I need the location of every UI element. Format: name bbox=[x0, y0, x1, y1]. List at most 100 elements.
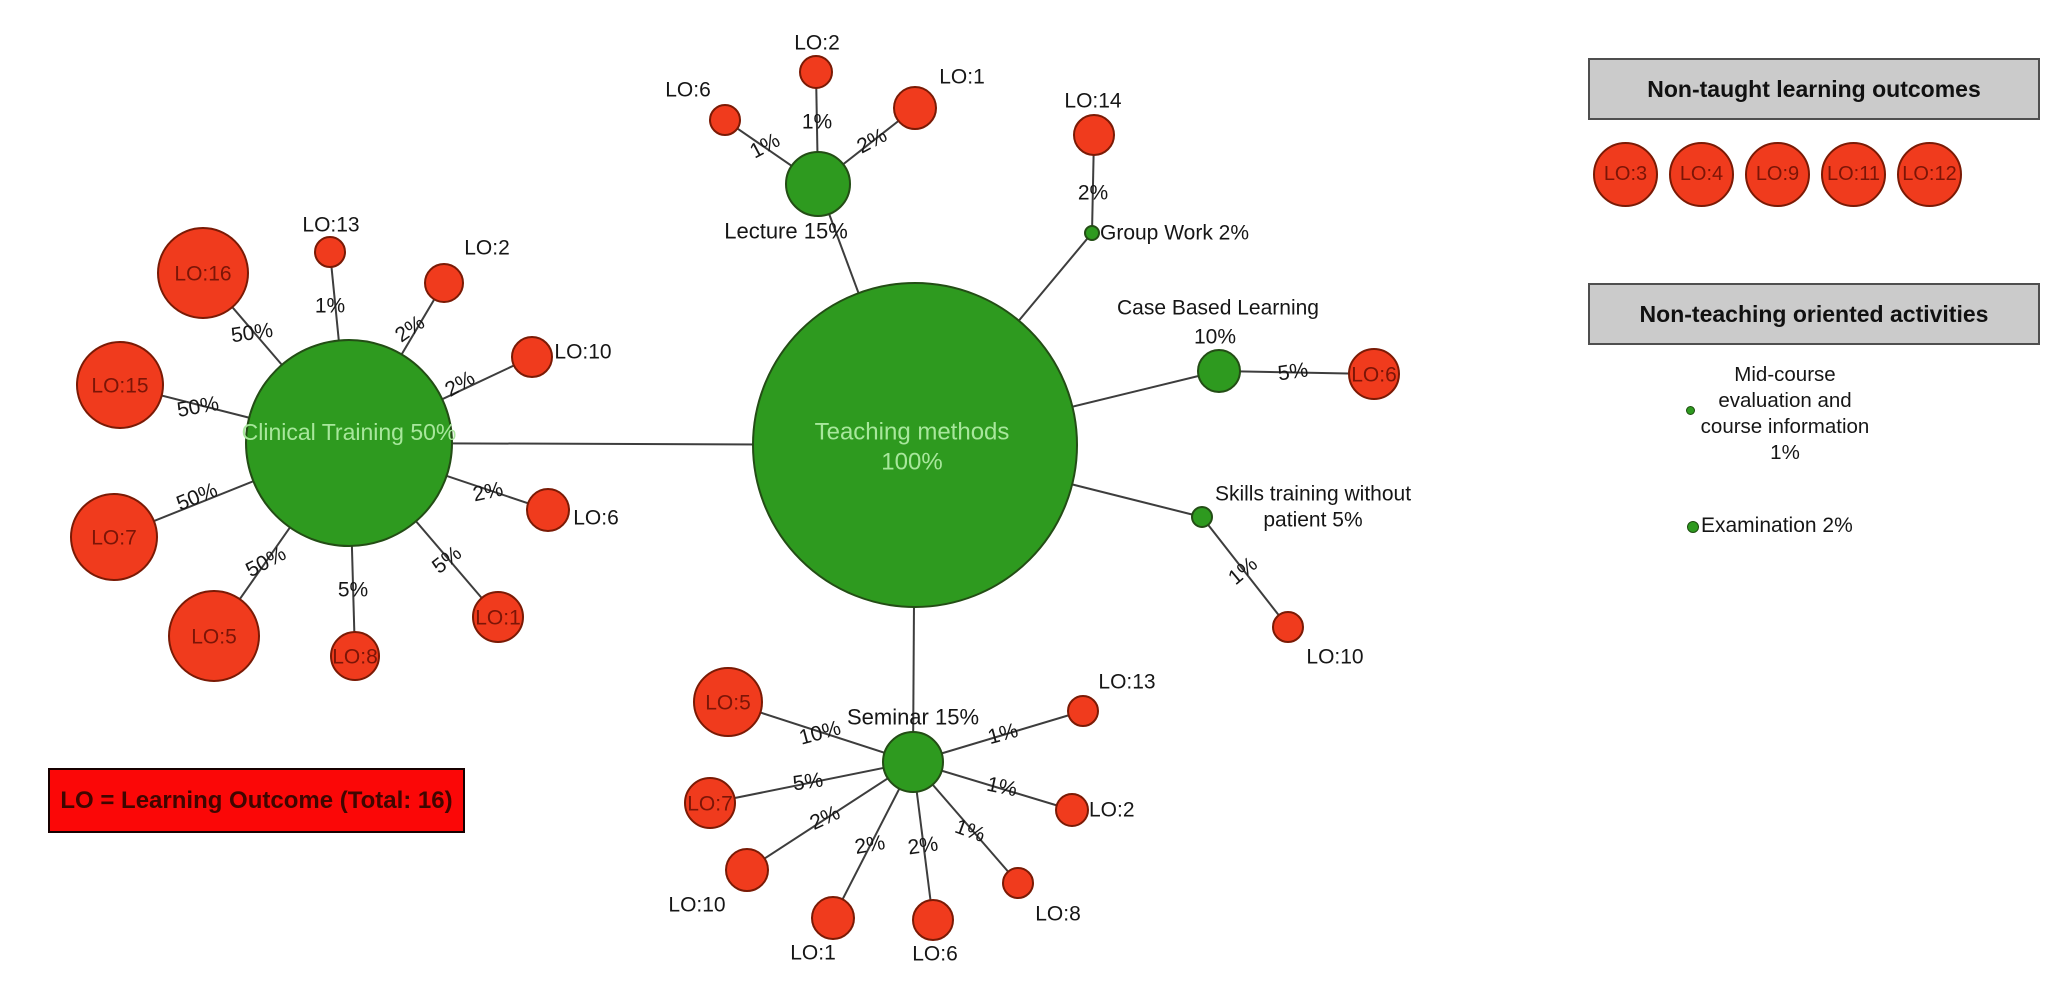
label-lo15-clinical: LO:15 bbox=[91, 375, 148, 398]
pct-lo13-clinical: 1% bbox=[315, 295, 345, 318]
node-lo14-groupwork bbox=[1073, 114, 1115, 156]
pct-lo10-seminar: 2% bbox=[806, 801, 843, 835]
node-lo13-clinical bbox=[314, 236, 346, 268]
label-lo7-clinical: LO:7 bbox=[91, 527, 137, 550]
node-lo6-lecture bbox=[709, 104, 741, 136]
label-lecture: Lecture 15% bbox=[724, 219, 848, 244]
pct-lo16-clinical: 50% bbox=[230, 319, 275, 348]
pct-lo6-case: 5% bbox=[1276, 358, 1309, 385]
label-lo1-seminar: LO:1 bbox=[790, 942, 836, 965]
mid-course-line-2: evaluation and bbox=[1718, 389, 1852, 412]
node-lo6-seminar bbox=[912, 899, 954, 941]
node-lo1-lecture bbox=[893, 86, 937, 130]
edge-seminar--lo10-seminar bbox=[746, 761, 914, 871]
label-lo2-clinical: LO:2 bbox=[464, 237, 510, 260]
label-lo8-clinical: LO:8 bbox=[332, 646, 378, 669]
label-case-based-line1: Case Based Learning bbox=[1117, 297, 1319, 320]
examination-dot-icon bbox=[1687, 521, 1699, 533]
label-skills-line2: patient 5% bbox=[1263, 509, 1362, 532]
label-lo10-clinical: LO:10 bbox=[554, 341, 611, 364]
examination-label: Examination 2% bbox=[1701, 514, 1853, 537]
node-lo2-seminar bbox=[1055, 793, 1089, 827]
pct-lo7-seminar: 5% bbox=[791, 768, 824, 795]
node-lo7-seminar bbox=[684, 777, 736, 829]
pct-lo13-seminar: 1% bbox=[985, 719, 1020, 749]
pct-lo1-seminar: 2% bbox=[853, 831, 887, 859]
non-teaching-activities-header: Non-teaching oriented activities bbox=[1588, 283, 2040, 345]
node-group-work bbox=[1084, 225, 1100, 241]
pct-lo6-seminar: 2% bbox=[906, 832, 939, 859]
node-seminar bbox=[882, 731, 944, 793]
node-lo8-seminar bbox=[1002, 867, 1034, 899]
node-case-based-learning bbox=[1197, 349, 1241, 393]
label-lo10-seminar: LO:10 bbox=[668, 894, 725, 917]
non-taught-circle-lo11: LO:11 bbox=[1821, 142, 1886, 207]
node-lo2-clinical bbox=[424, 263, 464, 303]
label-lo14-groupwork: LO:14 bbox=[1064, 90, 1122, 113]
pct-lo2-seminar: 1% bbox=[985, 773, 1019, 802]
node-lo15-clinical bbox=[76, 341, 164, 429]
node-lo6-clinical bbox=[526, 488, 570, 532]
node-lo10-seminar bbox=[725, 848, 769, 892]
label-lo5-clinical: LO:5 bbox=[191, 626, 237, 649]
non-taught-circle-lo9: LO:9 bbox=[1745, 142, 1810, 207]
label-lo6-clinical: LO:6 bbox=[573, 507, 619, 530]
node-lo5-seminar bbox=[693, 667, 763, 737]
node-lo10-clinical bbox=[511, 336, 553, 378]
label-lo6-case: LO:6 bbox=[1351, 364, 1397, 387]
node-clinical-training bbox=[245, 339, 453, 547]
label-lo16-clinical: LO:16 bbox=[174, 263, 231, 286]
label-lo8-seminar: LO:8 bbox=[1035, 903, 1081, 926]
mid-course-line-4: 1% bbox=[1770, 441, 1800, 464]
node-lo1-seminar bbox=[811, 896, 855, 940]
label-group-work: Group Work 2% bbox=[1100, 222, 1249, 245]
pct-lo6-clinical: 2% bbox=[471, 478, 505, 507]
label-lo13-clinical: LO:13 bbox=[302, 214, 359, 237]
non-taught-outcomes-header: Non-taught learning outcomes bbox=[1588, 58, 2040, 120]
mid-course-dot-icon bbox=[1686, 406, 1695, 415]
pct-lo10-skills: 1% bbox=[1224, 552, 1262, 589]
label-skills-line1: Skills training without bbox=[1215, 483, 1411, 506]
node-lo16-clinical bbox=[157, 227, 249, 319]
node-lo5-clinical bbox=[168, 590, 260, 682]
pct-lo5-clinical: 50% bbox=[242, 542, 290, 582]
node-lecture bbox=[785, 151, 851, 217]
label-clinical-training: Clinical Training 50% bbox=[242, 419, 457, 445]
label-lo10-skills: LO:10 bbox=[1306, 646, 1363, 669]
label-case-based-line2: 10% bbox=[1194, 326, 1236, 349]
edge-seminar--lo7-seminar bbox=[709, 761, 914, 804]
node-lo13-seminar bbox=[1067, 695, 1099, 727]
pct-lo15-clinical: 50% bbox=[175, 392, 220, 422]
label-lo6-lecture: LO:6 bbox=[665, 79, 711, 102]
non-taught-circle-lo3: LO:3 bbox=[1593, 142, 1658, 207]
pct-lo8-clinical: 5% bbox=[338, 579, 368, 602]
node-lo1-clinical bbox=[472, 591, 524, 643]
label-seminar: Seminar 15% bbox=[847, 705, 979, 730]
label-lo2-seminar: LO:2 bbox=[1089, 799, 1135, 822]
pct-lo5-seminar: 10% bbox=[797, 716, 844, 749]
label-teaching-methods-line1: Teaching methods bbox=[815, 419, 1010, 446]
non-taught-circle-lo12: LO:12 bbox=[1897, 142, 1962, 207]
node-lo10-skills bbox=[1272, 611, 1304, 643]
mid-course-line-3: course information bbox=[1700, 415, 1870, 438]
label-lo6-seminar: LO:6 bbox=[912, 943, 958, 966]
label-lo2-lecture: LO:2 bbox=[794, 32, 840, 55]
pct-lo14-groupwork: 2% bbox=[1078, 182, 1108, 205]
non-taught-circle-lo4: LO:4 bbox=[1669, 142, 1734, 207]
label-lo1-clinical: LO:1 bbox=[475, 607, 521, 630]
node-lo2-lecture bbox=[799, 55, 833, 89]
node-skills-training bbox=[1191, 506, 1213, 528]
pct-lo7-clinical: 50% bbox=[173, 478, 221, 515]
node-teaching-methods bbox=[752, 282, 1078, 608]
non-taught-outcomes-row: LO:3 LO:4 LO:9 LO:11 LO:12 bbox=[1593, 142, 1962, 207]
label-lo5-seminar: LO:5 bbox=[705, 692, 751, 715]
pct-lo2-lecture: 1% bbox=[802, 111, 832, 134]
lo-definition-box: LO = Learning Outcome (Total: 16) bbox=[48, 768, 465, 833]
pct-lo6-lecture: 1% bbox=[746, 129, 784, 164]
label-lo7-seminar: LO:7 bbox=[687, 793, 733, 816]
label-teaching-methods-line2: 100% bbox=[881, 449, 942, 476]
edge-skills-training--lo10-skills bbox=[1201, 516, 1289, 628]
node-lo6-case bbox=[1348, 348, 1400, 400]
